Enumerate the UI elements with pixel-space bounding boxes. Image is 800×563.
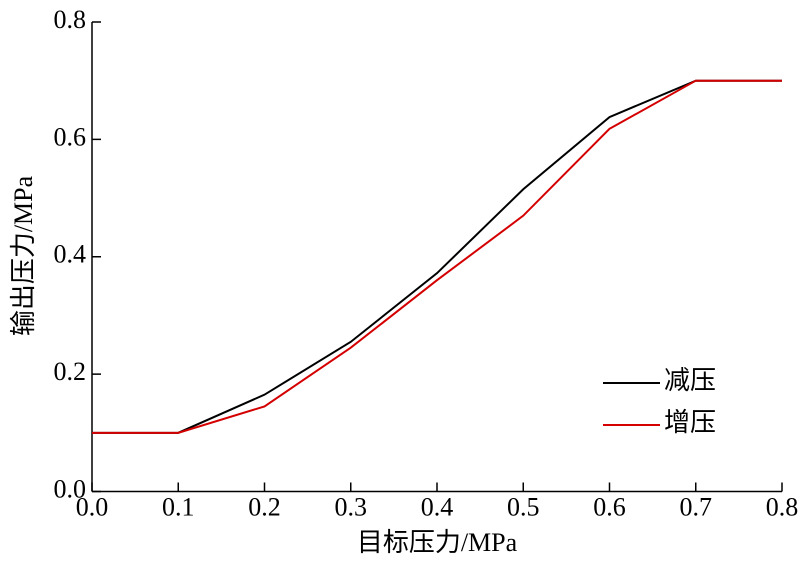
x-tick-label: 0.2 bbox=[248, 492, 281, 521]
y-tick-label: 0.4 bbox=[54, 240, 87, 269]
y-tick-label: 0.6 bbox=[54, 122, 87, 151]
legend-label: 增压 bbox=[664, 408, 716, 437]
line-series bbox=[92, 79, 782, 434]
legend-label: 减压 bbox=[664, 366, 716, 395]
y-tick-label: 0.0 bbox=[54, 474, 87, 503]
x-axis-label: 目标压力/MPa bbox=[357, 528, 518, 557]
x-tick-label: 0.5 bbox=[507, 492, 540, 521]
x-tick-label: 0.1 bbox=[162, 492, 195, 521]
x-tick-label: 0.7 bbox=[680, 492, 713, 521]
x-tick-label: 0.8 bbox=[766, 492, 799, 521]
x-tick-label: 0.6 bbox=[593, 492, 626, 521]
x-tick-label: 0.4 bbox=[421, 492, 454, 521]
y-tick-label: 0.2 bbox=[54, 357, 87, 386]
x-tick-label: 0.0 bbox=[76, 492, 109, 521]
x-tick-label: 0.3 bbox=[335, 492, 368, 521]
line-series bbox=[92, 79, 782, 434]
y-tick-label: 0.8 bbox=[54, 5, 87, 34]
y-axis-label: 输出压力/MPa bbox=[9, 175, 38, 336]
